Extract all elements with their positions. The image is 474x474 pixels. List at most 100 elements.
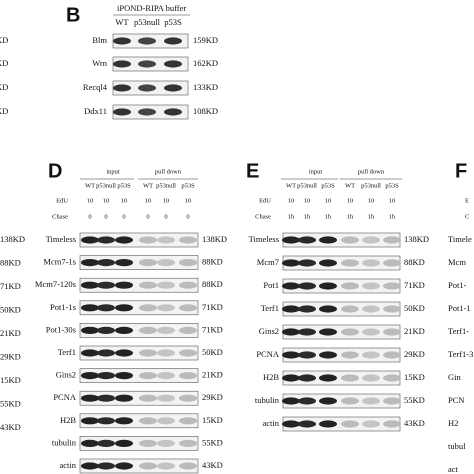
protein-label: Terf1-3 — [448, 349, 473, 359]
protein-label: Mcm7 — [257, 257, 279, 267]
blot-band — [179, 281, 197, 289]
mw-label: 29KD — [0, 351, 21, 361]
blot-band — [139, 236, 157, 244]
mw-label: 29KD — [404, 349, 425, 359]
blot-band — [298, 282, 316, 290]
protein-label: Pot1- — [448, 280, 467, 290]
blot-band — [139, 349, 157, 357]
blot-band — [362, 328, 380, 336]
blot-band — [298, 305, 316, 313]
protein-label: PCN — [448, 395, 465, 405]
blot-band — [81, 304, 99, 312]
blot-band — [138, 108, 156, 116]
edu-value: 10 — [145, 197, 152, 204]
blot-band — [179, 349, 197, 357]
blot-band — [81, 394, 99, 402]
mw-label: 71KD — [404, 280, 425, 290]
protein-label: actin — [59, 460, 76, 470]
blot-band — [139, 326, 157, 334]
blot-band — [157, 236, 175, 244]
blot-band — [179, 394, 197, 402]
blot-band — [97, 372, 115, 380]
blot-band — [139, 417, 157, 425]
blot-band — [115, 372, 133, 380]
blot-band — [298, 351, 316, 359]
protein-label: H2B — [263, 372, 279, 382]
protein-label: Recql4 — [83, 82, 108, 92]
blot-band — [383, 259, 401, 267]
blot-band — [362, 374, 380, 382]
chase-value: 1h — [304, 213, 311, 220]
mw-label: 43KD — [404, 418, 425, 428]
protein-label: PCNA — [53, 392, 77, 402]
edu-value: 10 — [347, 197, 354, 204]
blot-band — [282, 236, 300, 244]
blot-band — [179, 417, 197, 425]
blot-band — [115, 236, 133, 244]
lane-label: p53S — [117, 182, 131, 189]
protein-label: Gin — [448, 372, 462, 382]
blot-band — [164, 60, 182, 68]
mw-label: 71KD — [0, 281, 21, 291]
lane-label: WT — [143, 182, 153, 189]
blot-band — [139, 394, 157, 402]
protein-label: act — [448, 464, 459, 474]
blot-band — [115, 281, 133, 289]
chase-value: 1h — [325, 213, 332, 220]
blot-band — [319, 420, 337, 428]
group-label: pull down — [155, 168, 182, 175]
protein-label: Wrn — [92, 58, 108, 68]
mw-label: 21KD — [404, 326, 425, 336]
blot-band — [113, 60, 131, 68]
protein-label: Mcm7-120s — [35, 279, 76, 289]
blot-band — [319, 374, 337, 382]
protein-label: Gins2 — [56, 370, 76, 380]
blot-band — [139, 304, 157, 312]
mw-label: 21KD — [202, 370, 223, 380]
edu-value: 10 — [288, 197, 295, 204]
panel-letter: F — [455, 160, 467, 182]
protein-label: PCNA — [256, 349, 280, 359]
lane-label: p53S — [164, 17, 182, 27]
protein-label: Mcm7-1s — [43, 257, 76, 267]
mw-label: 43KD — [202, 460, 223, 470]
mw-label: 50KD — [202, 347, 223, 357]
blot-band — [298, 259, 316, 267]
chase-value: 0 — [88, 213, 91, 220]
blot-band — [383, 420, 401, 428]
blot-band — [319, 282, 337, 290]
blot-band — [157, 259, 175, 267]
chase-value: 1h — [347, 213, 354, 220]
protein-label: actin — [262, 418, 279, 428]
protein-label: Pot1-1 — [448, 303, 471, 313]
protein-label: Mcm — [448, 257, 466, 267]
blot-band — [97, 439, 115, 447]
blot-band — [319, 259, 337, 267]
mw-label: 15KD — [404, 372, 425, 382]
blot-band — [81, 236, 99, 244]
blot-band — [179, 462, 197, 470]
blot-band — [81, 349, 99, 357]
blot-band — [319, 397, 337, 405]
blot-band — [298, 420, 316, 428]
blot-band — [179, 439, 197, 447]
blot-band — [97, 281, 115, 289]
blot-band — [97, 304, 115, 312]
row-label: Chase — [255, 213, 271, 220]
blot-band — [319, 328, 337, 336]
blot-band — [81, 259, 99, 267]
blot-band — [362, 420, 380, 428]
blot-band — [341, 351, 359, 359]
blot-band — [383, 236, 401, 244]
edu-value: 10 — [121, 197, 128, 204]
mw-label: KD — [0, 106, 8, 116]
blot-band — [362, 282, 380, 290]
protein-label: tubulin — [52, 437, 77, 447]
protein-label: tubul — [448, 441, 466, 451]
blot-band — [298, 236, 316, 244]
mw-label: 88KD — [404, 257, 425, 267]
blot-band — [282, 305, 300, 313]
blot-band — [362, 351, 380, 359]
blot-band — [383, 397, 401, 405]
